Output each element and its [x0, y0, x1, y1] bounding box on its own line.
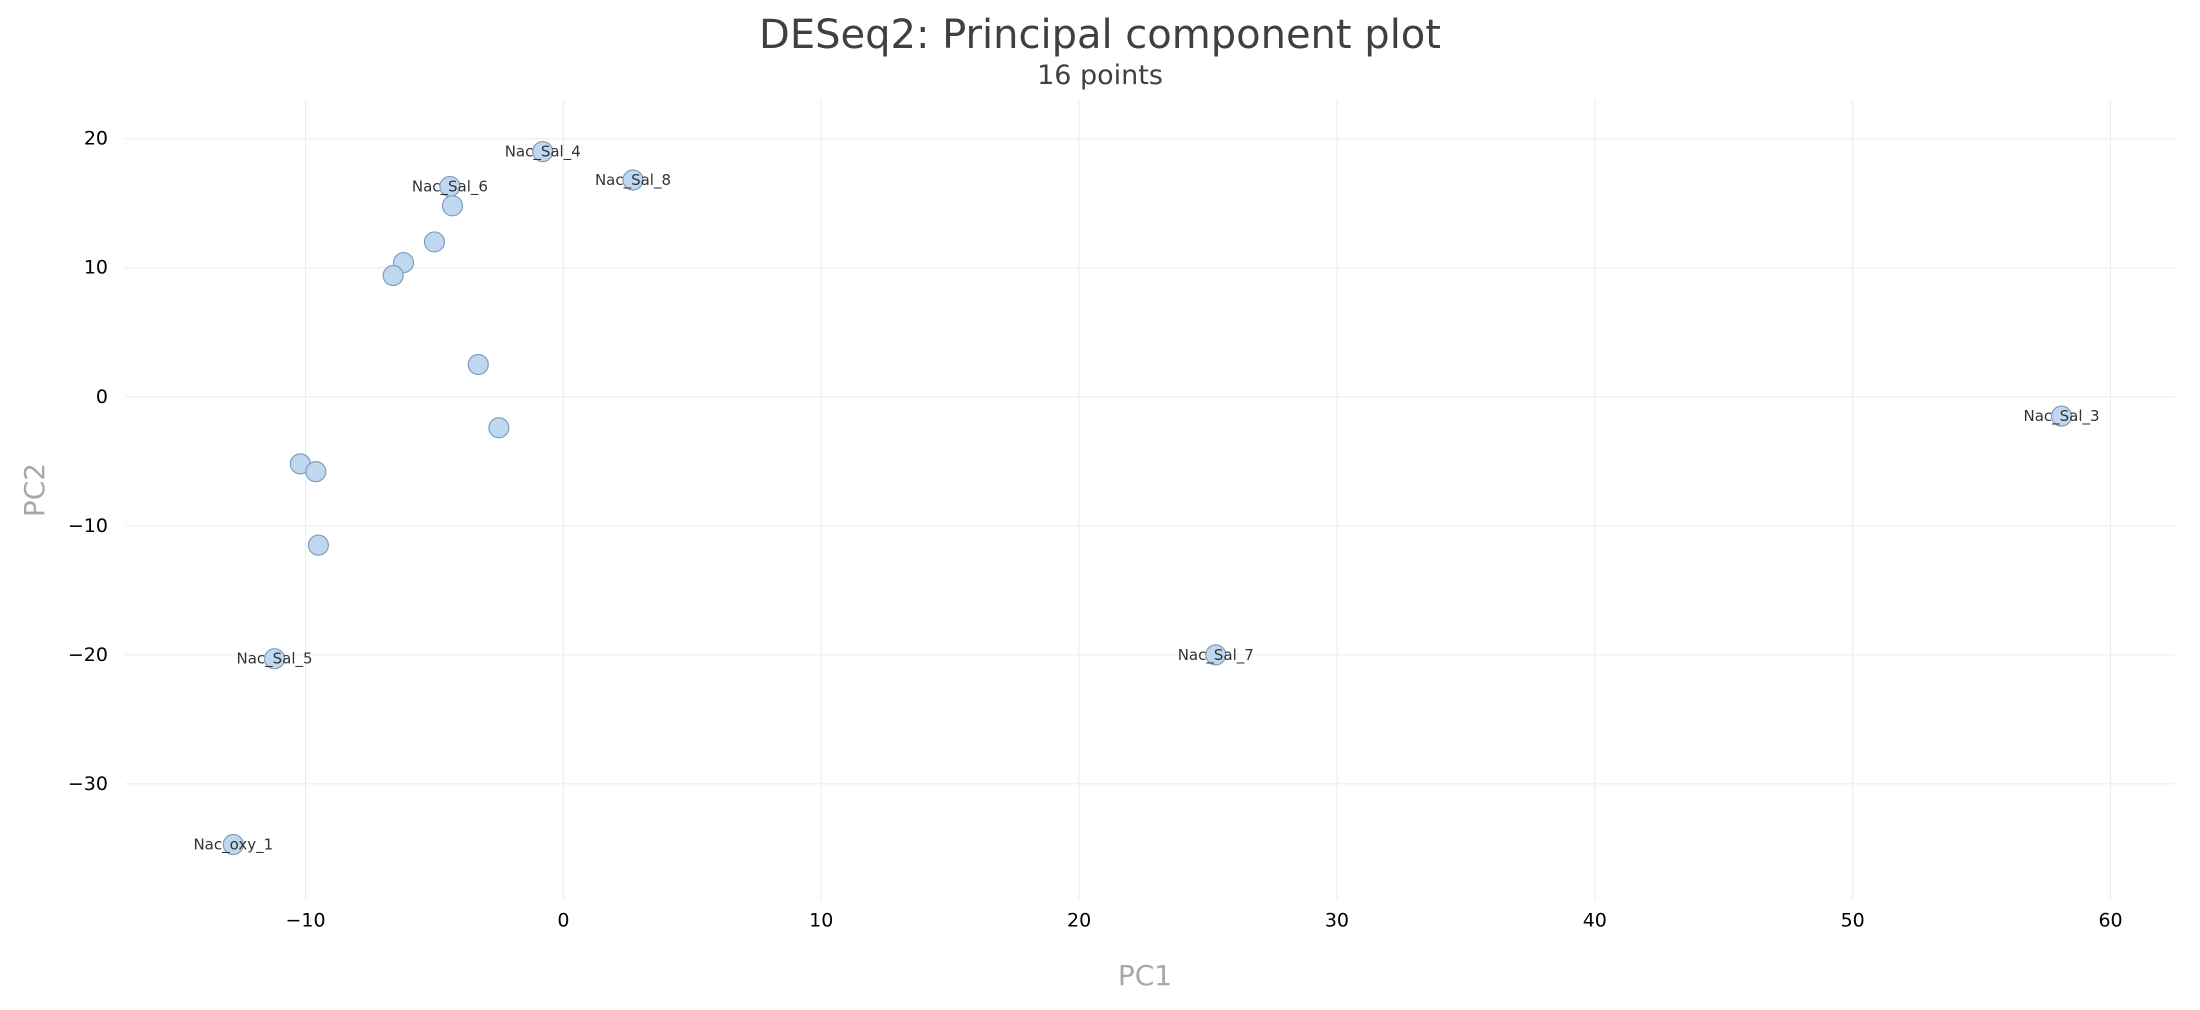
point-label: Nac_Sal_5: [237, 650, 313, 669]
y-axis-label: PC2: [18, 463, 51, 517]
x-tick-label: 20: [1067, 910, 1091, 932]
x-tick-label: 0: [557, 910, 569, 932]
x-tick-labels: −10 0 10 20 30 40 50 60: [285, 910, 2122, 932]
x-tick-label: 60: [2098, 910, 2122, 932]
x-axis-label: PC1: [1118, 959, 1172, 992]
x-tick-label: 50: [1841, 910, 1865, 932]
data-point: [307, 534, 329, 556]
data-point: [467, 353, 489, 376]
x-tick-label: 10: [809, 910, 833, 932]
y-tick-labels: 20 10 0 −10 −20 −30: [68, 128, 108, 795]
chart-title: DESeq2: Principal component plot: [759, 12, 1441, 58]
x-tick-label: 40: [1583, 910, 1607, 932]
y-tick-label: 20: [84, 128, 108, 150]
y-tick-label: −30: [68, 773, 108, 795]
data-point: [305, 461, 327, 483]
data-point: [263, 648, 286, 670]
point-label: Nac_Sal_3: [2023, 407, 2099, 426]
data-point: [441, 195, 464, 217]
point-label: Nac_oxy_1: [193, 836, 273, 855]
data-point: [222, 833, 244, 856]
data-point: [532, 141, 554, 163]
grid-lines: [125, 100, 2175, 900]
point-label: Nac_Sal_6: [412, 177, 488, 196]
y-tick-label: −10: [68, 515, 108, 537]
point-labels: Nac_Sal_4 Nac_Sal_8 Nac_Sal_6 Nac_Sal_3 Nac_…: [193, 143, 2099, 855]
point-label: Nac_Sal_8: [595, 171, 671, 190]
y-tick-label: 0: [96, 386, 108, 408]
y-tick-label: 10: [84, 257, 108, 279]
x-tick-label: 30: [1325, 910, 1349, 932]
y-tick-label: −20: [68, 644, 108, 666]
point-label: Nac_Sal_7: [1178, 646, 1254, 665]
x-tick-label: −10: [285, 910, 325, 932]
data-point: [2050, 405, 2073, 427]
data-point: [382, 264, 404, 287]
point-label: Nac_Sal_4: [505, 143, 581, 162]
chart-subtitle: 16 points: [1037, 60, 1163, 91]
data-points: [222, 141, 2073, 856]
data-point: [423, 231, 446, 253]
data-point: [488, 417, 510, 439]
data-point: [1205, 644, 1227, 666]
data-point: [622, 169, 644, 191]
